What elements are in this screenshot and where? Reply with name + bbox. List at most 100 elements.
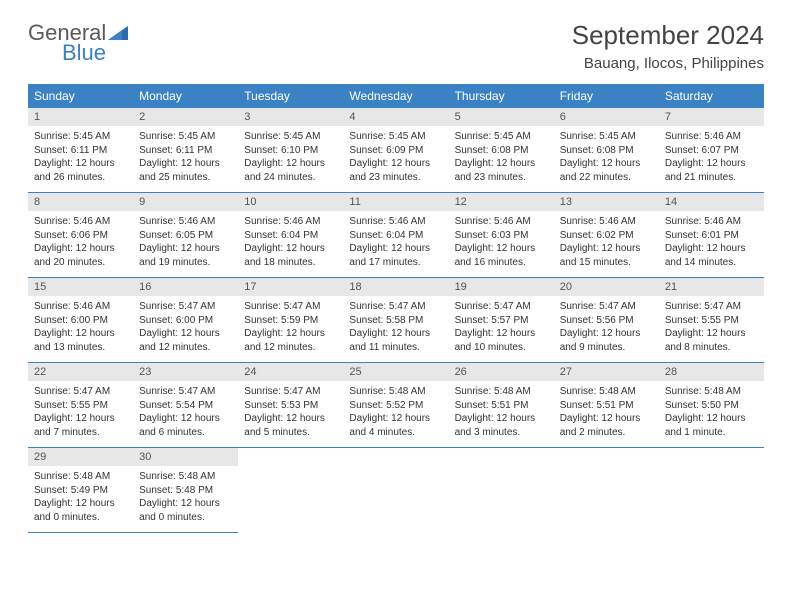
daylight-line-2: and 14 minutes.: [665, 256, 758, 270]
daylight-line-1: Daylight: 12 hours: [139, 412, 232, 426]
calendar-body: 1Sunrise: 5:45 AMSunset: 6:11 PMDaylight…: [28, 108, 764, 533]
sunrise-line: Sunrise: 5:48 AM: [349, 385, 442, 399]
weekday-saturday: Saturday: [659, 84, 764, 108]
daylight-line-2: and 22 minutes.: [560, 171, 653, 185]
day-body: Sunrise: 5:47 AMSunset: 6:00 PMDaylight:…: [133, 296, 238, 362]
sunrise-line: Sunrise: 5:48 AM: [455, 385, 548, 399]
calendar-cell: 20Sunrise: 5:47 AMSunset: 5:56 PMDayligh…: [554, 278, 659, 363]
day-number: 16: [133, 278, 238, 296]
daylight-line-1: Daylight: 12 hours: [349, 412, 442, 426]
day-number: 19: [449, 278, 554, 296]
day-number: 8: [28, 193, 133, 211]
calendar-cell: 8Sunrise: 5:46 AMSunset: 6:06 PMDaylight…: [28, 193, 133, 278]
calendar-cell: 9Sunrise: 5:46 AMSunset: 6:05 PMDaylight…: [133, 193, 238, 278]
sunset-line: Sunset: 6:04 PM: [244, 229, 337, 243]
sunrise-line: Sunrise: 5:45 AM: [455, 130, 548, 144]
title-block: September 2024 Bauang, Ilocos, Philippin…: [572, 20, 764, 72]
daylight-line-2: and 17 minutes.: [349, 256, 442, 270]
sunrise-line: Sunrise: 5:46 AM: [34, 215, 127, 229]
day-body: Sunrise: 5:45 AMSunset: 6:08 PMDaylight:…: [449, 126, 554, 192]
calendar-cell: 26 Sunrise: 5:48 AMSunset: 5:51 PMDayligh…: [449, 363, 554, 448]
daylight-line-1: Daylight: 12 hours: [665, 242, 758, 256]
sunrise-line: Sunrise: 5:47 AM: [139, 385, 232, 399]
day-number: 22: [28, 363, 133, 381]
day-number: 20: [554, 278, 659, 296]
weekday-tuesday: Tuesday: [238, 84, 343, 108]
sunset-line: Sunset: 6:00 PM: [34, 314, 127, 328]
sunset-line: Sunset: 5:57 PM: [455, 314, 548, 328]
sunset-line: Sunset: 5:49 PM: [34, 484, 127, 498]
day-body: Sunrise: 5:46 AMSunset: 6:04 PMDaylight:…: [238, 211, 343, 277]
day-number: 29: [28, 448, 133, 466]
calendar-cell: 27Sunrise: 5:48 AMSunset: 5:51 PMDayligh…: [554, 363, 659, 448]
daylight-line-1: Daylight: 12 hours: [34, 157, 127, 171]
daylight-line-2: and 8 minutes.: [665, 341, 758, 355]
daylight-line-2: and 18 minutes.: [244, 256, 337, 270]
daylight-line-2: and 23 minutes.: [349, 171, 442, 185]
day-body: Sunrise: 5:45 AMSunset: 6:11 PMDaylight:…: [28, 126, 133, 192]
daylight-line-2: and 11 minutes.: [349, 341, 442, 355]
day-number: 1: [28, 108, 133, 126]
daylight-line-1: Daylight: 12 hours: [244, 412, 337, 426]
sunset-line: Sunset: 6:10 PM: [244, 144, 337, 158]
daylight-line-1: Daylight: 12 hours: [244, 327, 337, 341]
calendar-week-row: 29Sunrise: 5:48 AMSunset: 5:49 PMDayligh…: [28, 448, 764, 533]
day-number: 17: [238, 278, 343, 296]
daylight-line-1: Daylight: 12 hours: [455, 327, 548, 341]
day-number: 4: [343, 108, 448, 126]
sunset-line: Sunset: 5:53 PM: [244, 399, 337, 413]
daylight-line-1: Daylight: 12 hours: [139, 242, 232, 256]
sunset-line: Sunset: 6:04 PM: [349, 229, 442, 243]
sunset-line: Sunset: 5:56 PM: [560, 314, 653, 328]
calendar-cell: 10Sunrise: 5:46 AMSunset: 6:04 PMDayligh…: [238, 193, 343, 278]
sunrise-line: Sunrise: 5:46 AM: [349, 215, 442, 229]
calendar-cell: 1Sunrise: 5:45 AMSunset: 6:11 PMDaylight…: [28, 108, 133, 193]
day-number: 15: [28, 278, 133, 296]
calendar-cell: .: [343, 448, 448, 533]
sunrise-line: Sunrise: 5:47 AM: [244, 300, 337, 314]
sunset-line: Sunset: 5:59 PM: [244, 314, 337, 328]
day-body: Sunrise: 5:46 AMSunset: 6:03 PMDaylight:…: [449, 211, 554, 277]
sunrise-line: Sunrise: 5:46 AM: [665, 130, 758, 144]
sunset-line: Sunset: 6:11 PM: [139, 144, 232, 158]
brand-logo: General Blue: [28, 20, 128, 66]
daylight-line-1: Daylight: 12 hours: [139, 497, 232, 511]
day-body: Sunrise: 5:47 AMSunset: 5:53 PMDaylight:…: [238, 381, 343, 447]
calendar-cell: .: [659, 448, 764, 533]
daylight-line-1: Daylight: 12 hours: [34, 242, 127, 256]
day-number: 26: [449, 363, 554, 381]
daylight-line-2: and 16 minutes.: [455, 256, 548, 270]
day-number: 5: [449, 108, 554, 126]
sunset-line: Sunset: 5:51 PM: [455, 399, 548, 413]
daylight-line-1: Daylight: 12 hours: [349, 242, 442, 256]
sunset-line: Sunset: 5:52 PM: [349, 399, 442, 413]
day-number: 7: [659, 108, 764, 126]
daylight-line-2: and 23 minutes.: [455, 171, 548, 185]
sunrise-line: Sunrise: 5:47 AM: [560, 300, 653, 314]
daylight-line-2: and 0 minutes.: [139, 511, 232, 525]
sunrise-line: Sunrise: 5:47 AM: [455, 300, 548, 314]
calendar-cell: .: [238, 448, 343, 533]
sunset-line: Sunset: 6:02 PM: [560, 229, 653, 243]
calendar-week-row: 1Sunrise: 5:45 AMSunset: 6:11 PMDaylight…: [28, 108, 764, 193]
calendar-cell: 16Sunrise: 5:47 AMSunset: 6:00 PMDayligh…: [133, 278, 238, 363]
daylight-line-2: and 4 minutes.: [349, 426, 442, 440]
calendar-week-row: 8Sunrise: 5:46 AMSunset: 6:06 PMDaylight…: [28, 193, 764, 278]
calendar-cell: 22Sunrise: 5:47 AMSunset: 5:55 PMDayligh…: [28, 363, 133, 448]
day-body: Sunrise: 5:46 AMSunset: 6:05 PMDaylight:…: [133, 211, 238, 277]
weekday-header-row: Sunday Monday Tuesday Wednesday Thursday…: [28, 84, 764, 108]
day-body: Sunrise: 5:48 AMSunset: 5:50 PMDaylight:…: [659, 381, 764, 447]
day-body: Sunrise: 5:48 AMSunset: 5:51 PMDaylight:…: [554, 381, 659, 447]
day-body: Sunrise: 5:45 AMSunset: 6:09 PMDaylight:…: [343, 126, 448, 192]
sunrise-line: Sunrise: 5:45 AM: [244, 130, 337, 144]
daylight-line-1: Daylight: 12 hours: [244, 157, 337, 171]
sunset-line: Sunset: 6:05 PM: [139, 229, 232, 243]
calendar-cell: 19 Sunrise: 5:47 AMSunset: 5:57 PMDayligh…: [449, 278, 554, 363]
daylight-line-1: Daylight: 12 hours: [455, 412, 548, 426]
sunrise-line: Sunrise: 5:47 AM: [244, 385, 337, 399]
sunset-line: Sunset: 5:58 PM: [349, 314, 442, 328]
day-number: 9: [133, 193, 238, 211]
calendar-cell: 4Sunrise: 5:45 AMSunset: 6:09 PMDaylight…: [343, 108, 448, 193]
sunrise-line: Sunrise: 5:45 AM: [349, 130, 442, 144]
day-number: 24: [238, 363, 343, 381]
